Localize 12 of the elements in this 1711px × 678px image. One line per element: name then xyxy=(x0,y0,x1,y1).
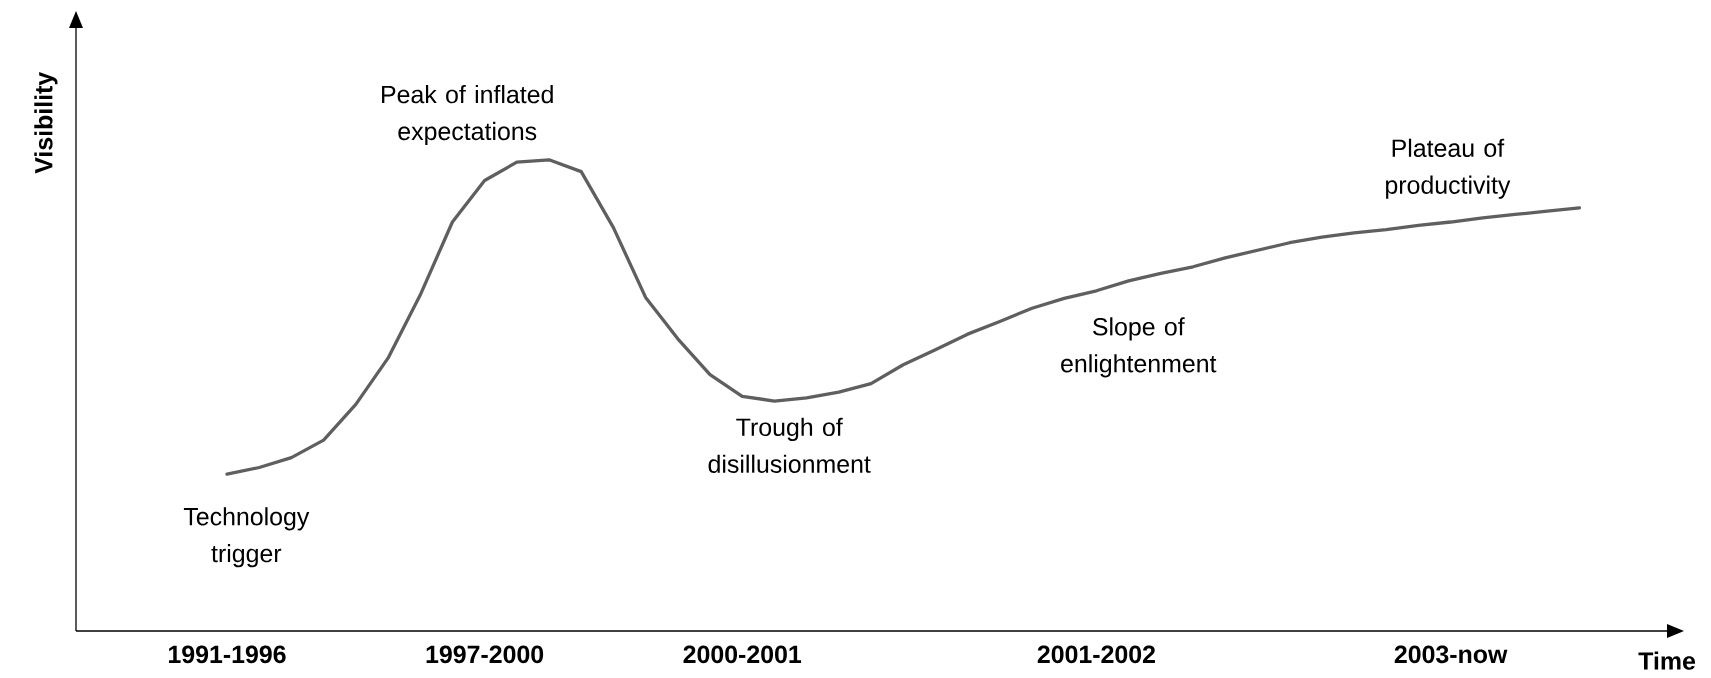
annotation: Trough of disillusionment xyxy=(708,417,871,473)
annotation: Plateau of productivity xyxy=(1386,138,1511,199)
x-tick-label: 1997-2000 xyxy=(426,645,544,664)
x-axis-title: Time xyxy=(1638,651,1696,670)
text: Peak of inflated expectations xyxy=(382,85,553,146)
y-axis-title: Visibility xyxy=(34,71,58,174)
x-tick-label: 2000-2001 xyxy=(683,645,802,664)
annotation: Slope of enlightenment xyxy=(1061,317,1217,378)
annotation: Technology trigger xyxy=(183,507,310,568)
x-tick-label: 1991-1996 xyxy=(169,645,286,664)
x-tick-label: 2001-2002 xyxy=(1037,645,1155,664)
x-tick-label: 2003-now xyxy=(1394,645,1508,664)
